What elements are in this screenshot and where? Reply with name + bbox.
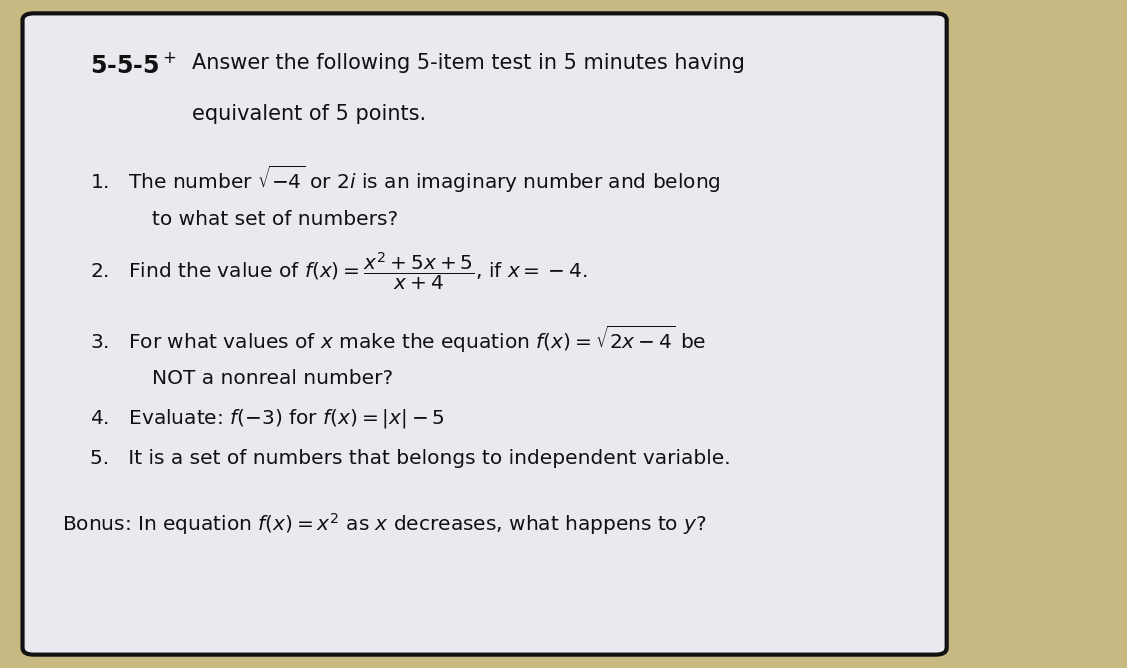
Text: to what set of numbers?: to what set of numbers? [152, 210, 398, 229]
Text: equivalent of 5 points.: equivalent of 5 points. [192, 104, 426, 124]
Text: 3.   For what values of $x$ make the equation $f(x) = \sqrt{2x-4}$ be: 3. For what values of $x$ make the equat… [90, 324, 707, 355]
Text: 4.   Evaluate: $f(-3)$ for $f(x) = |x| - 5$: 4. Evaluate: $f(-3)$ for $f(x) = |x| - 5… [90, 407, 445, 430]
Text: 5-5-5$^+$: 5-5-5$^+$ [90, 53, 177, 78]
Text: Bonus: In equation $f(x) = x^2$ as $x$ decreases, what happens to $y$?: Bonus: In equation $f(x) = x^2$ as $x$ d… [62, 511, 707, 537]
Text: 1.   The number $\sqrt{-4}$ or $2i$ is an imaginary number and belong: 1. The number $\sqrt{-4}$ or $2i$ is an … [90, 164, 721, 195]
Text: 2.   Find the value of $f(x) = \dfrac{x^2+5x+5}{x+4}$, if $x = -4.$: 2. Find the value of $f(x) = \dfrac{x^2+… [90, 250, 587, 293]
FancyBboxPatch shape [23, 13, 947, 655]
Text: NOT a nonreal number?: NOT a nonreal number? [152, 369, 393, 387]
Text: 5.   It is a set of numbers that belongs to independent variable.: 5. It is a set of numbers that belongs t… [90, 449, 730, 468]
Text: Answer the following 5-item test in 5 minutes having: Answer the following 5-item test in 5 mi… [192, 53, 745, 73]
